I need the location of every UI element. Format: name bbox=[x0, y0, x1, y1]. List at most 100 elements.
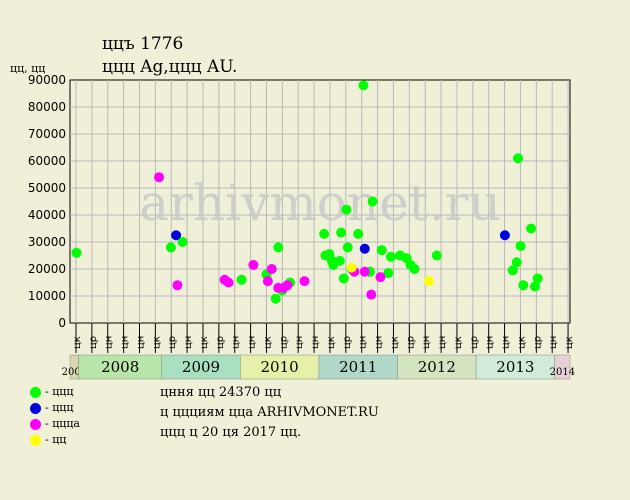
year-cell bbox=[475, 354, 555, 380]
year-cell bbox=[240, 354, 320, 380]
legend-swatch bbox=[30, 434, 41, 446]
year-label: 2009 bbox=[182, 358, 220, 376]
y-tick-labels: 0 10000 20000 30000 40000 50000 60000 70000 8000… bbox=[28, 73, 66, 330]
month-tick-label: цн bbox=[421, 336, 432, 349]
month-tick-label: цр bbox=[278, 336, 289, 349]
month-tick-label: цк bbox=[516, 336, 527, 349]
data-point bbox=[177, 237, 188, 247]
month-tick-label: цк bbox=[453, 336, 464, 349]
data-point bbox=[366, 289, 377, 300]
source-note: ц ццциям цца ARHIVMONET.RU bbox=[160, 405, 379, 420]
watermark: arhivmonet.ru bbox=[139, 174, 501, 232]
month-tick-label: цк bbox=[326, 336, 337, 349]
month-tick-label: цк bbox=[262, 336, 273, 349]
legend-item: - ццц bbox=[30, 385, 73, 398]
month-tick-label: цр bbox=[342, 336, 353, 349]
y-axis-label: цц, цц bbox=[10, 62, 46, 75]
grid-lines bbox=[70, 80, 570, 323]
month-tick-label: цн bbox=[120, 336, 131, 349]
chart-title: ццъ 1776 bbox=[102, 34, 184, 54]
month-tick-label: цн bbox=[501, 336, 512, 349]
data-point bbox=[346, 262, 357, 273]
y-tick-label: 90000 bbox=[28, 73, 66, 87]
data-point bbox=[236, 274, 247, 285]
data-point bbox=[383, 268, 394, 279]
month-tick-label: цр bbox=[167, 336, 178, 349]
y-tick-label: 60000 bbox=[28, 154, 66, 168]
year-label: 2012 bbox=[418, 358, 456, 376]
legend-item: - ццц bbox=[30, 401, 73, 414]
data-point bbox=[513, 153, 524, 164]
month-tick-labels: цк цр цн цн цн цк цр цн цк цр цн цн цк цр цн цн цк цр цн цн… bbox=[72, 323, 575, 353]
year-cell bbox=[554, 354, 571, 380]
month-tick-label: цн bbox=[437, 336, 448, 349]
data-point bbox=[165, 242, 176, 253]
data-points bbox=[71, 80, 543, 304]
month-tick-label: цр bbox=[405, 336, 416, 349]
month-tick-label: цк bbox=[389, 336, 400, 349]
month-tick-label: цр bbox=[532, 336, 543, 349]
chart-subtitle: ццц Ag,ццц AU. bbox=[102, 57, 238, 77]
plot-background bbox=[69, 79, 571, 324]
y-tick-label: 40000 bbox=[28, 208, 66, 222]
data-point bbox=[341, 204, 352, 215]
year-label: 2008 bbox=[101, 358, 139, 376]
data-point bbox=[367, 196, 378, 207]
data-point bbox=[507, 265, 518, 276]
legend-label: - цц bbox=[45, 433, 67, 446]
legend-item: - цццa bbox=[30, 417, 80, 430]
data-point bbox=[282, 280, 293, 291]
data-point bbox=[526, 223, 537, 234]
month-tick-label: цр bbox=[215, 336, 226, 349]
month-tick-label: цн bbox=[135, 336, 146, 349]
month-tick-label: цн bbox=[104, 336, 115, 349]
y-tick-label: 80000 bbox=[28, 100, 66, 114]
data-point bbox=[375, 272, 386, 283]
data-point bbox=[334, 255, 345, 266]
data-point bbox=[359, 266, 370, 277]
year-label: 2007 bbox=[62, 367, 87, 378]
month-tick-label: цн bbox=[247, 336, 258, 349]
data-point bbox=[154, 172, 165, 183]
month-tick-label: цк bbox=[199, 336, 210, 349]
y-tick-label: 70000 bbox=[28, 127, 66, 141]
y-tick-label: 0 bbox=[58, 316, 66, 330]
year-cell bbox=[78, 354, 162, 380]
data-point bbox=[248, 259, 259, 270]
data-point bbox=[353, 228, 364, 239]
month-tick-label: цн bbox=[485, 336, 496, 349]
year-cell bbox=[397, 354, 477, 380]
month-tick-label: цн bbox=[231, 336, 242, 349]
data-point bbox=[71, 247, 82, 258]
year-label: 2011 bbox=[339, 358, 377, 376]
month-tick-label: цк bbox=[564, 336, 575, 349]
data-point bbox=[266, 264, 277, 274]
data-point bbox=[342, 242, 353, 253]
data-point bbox=[358, 80, 369, 91]
data-point bbox=[532, 273, 543, 284]
legend-item: - цц bbox=[30, 433, 66, 446]
data-point bbox=[299, 276, 310, 287]
legend-swatch bbox=[30, 402, 41, 414]
month-tick-label: цн bbox=[548, 336, 559, 349]
data-point bbox=[338, 273, 349, 284]
data-point bbox=[223, 277, 234, 288]
data-point bbox=[431, 250, 442, 261]
y-tick-label: 30000 bbox=[28, 235, 66, 249]
year-cell bbox=[161, 354, 241, 380]
month-tick-label: цр bbox=[88, 336, 99, 349]
month-tick-label: цн bbox=[294, 336, 305, 349]
legend-swatch bbox=[30, 418, 41, 430]
data-point bbox=[530, 281, 541, 292]
month-tick-label: цн bbox=[310, 336, 321, 349]
month-tick-label: цк bbox=[151, 336, 162, 349]
data-point bbox=[499, 230, 510, 241]
year-label: 2010 bbox=[261, 358, 299, 376]
data-point bbox=[270, 293, 281, 304]
data-point bbox=[515, 241, 526, 252]
data-point bbox=[171, 230, 182, 241]
data-point bbox=[409, 264, 420, 274]
month-tick-label: цн bbox=[358, 336, 369, 349]
month-tick-label: цн bbox=[183, 336, 194, 349]
